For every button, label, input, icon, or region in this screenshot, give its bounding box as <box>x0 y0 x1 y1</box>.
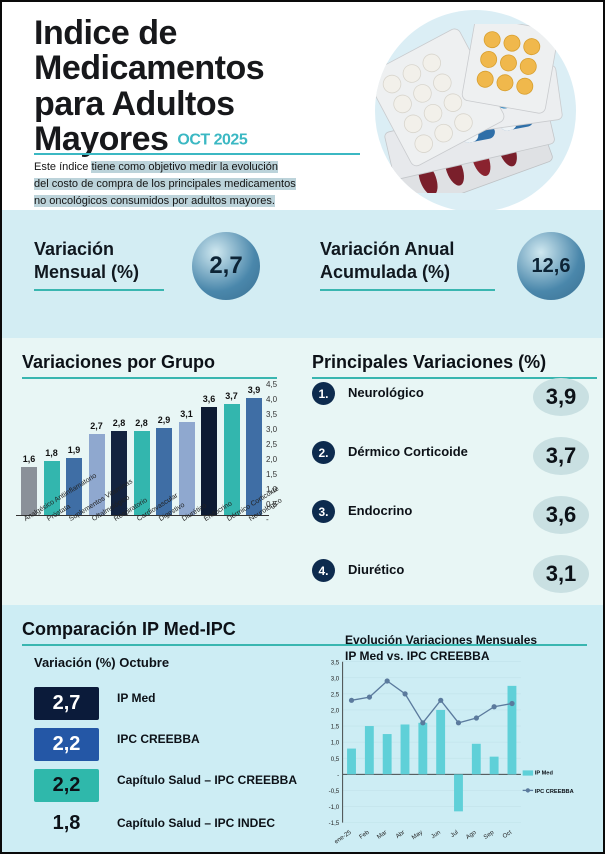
svg-text:ene-25: ene-25 <box>333 829 353 846</box>
svg-text:2,0: 2,0 <box>331 708 340 715</box>
svg-text:0,5: 0,5 <box>331 756 340 763</box>
svg-text:3,5: 3,5 <box>331 659 340 666</box>
svg-text:-1,5: -1,5 <box>329 820 340 827</box>
svg-text:2,5: 2,5 <box>331 691 340 698</box>
svg-text:IPC CREEBBA: IPC CREEBBA <box>535 789 574 795</box>
svg-text:Sep: Sep <box>482 829 495 841</box>
svg-text:3,0: 3,0 <box>331 675 340 682</box>
svg-text:-: - <box>337 772 339 779</box>
svg-text:-0,5: -0,5 <box>329 788 340 795</box>
svg-text:May: May <box>411 828 425 841</box>
svg-text:IP Med: IP Med <box>535 771 554 777</box>
svg-text:-1,0: -1,0 <box>329 804 340 811</box>
svg-text:Abr: Abr <box>394 829 406 840</box>
svg-text:1,5: 1,5 <box>331 724 340 731</box>
svg-text:Jun: Jun <box>430 829 442 840</box>
svg-text:Jul: Jul <box>449 829 459 839</box>
svg-text:Mar: Mar <box>376 829 389 841</box>
svg-text:Feb: Feb <box>358 829 371 841</box>
svg-text:1,0: 1,0 <box>331 740 340 747</box>
svg-text:Ago: Ago <box>465 829 478 841</box>
svg-text:Oct: Oct <box>501 829 513 840</box>
